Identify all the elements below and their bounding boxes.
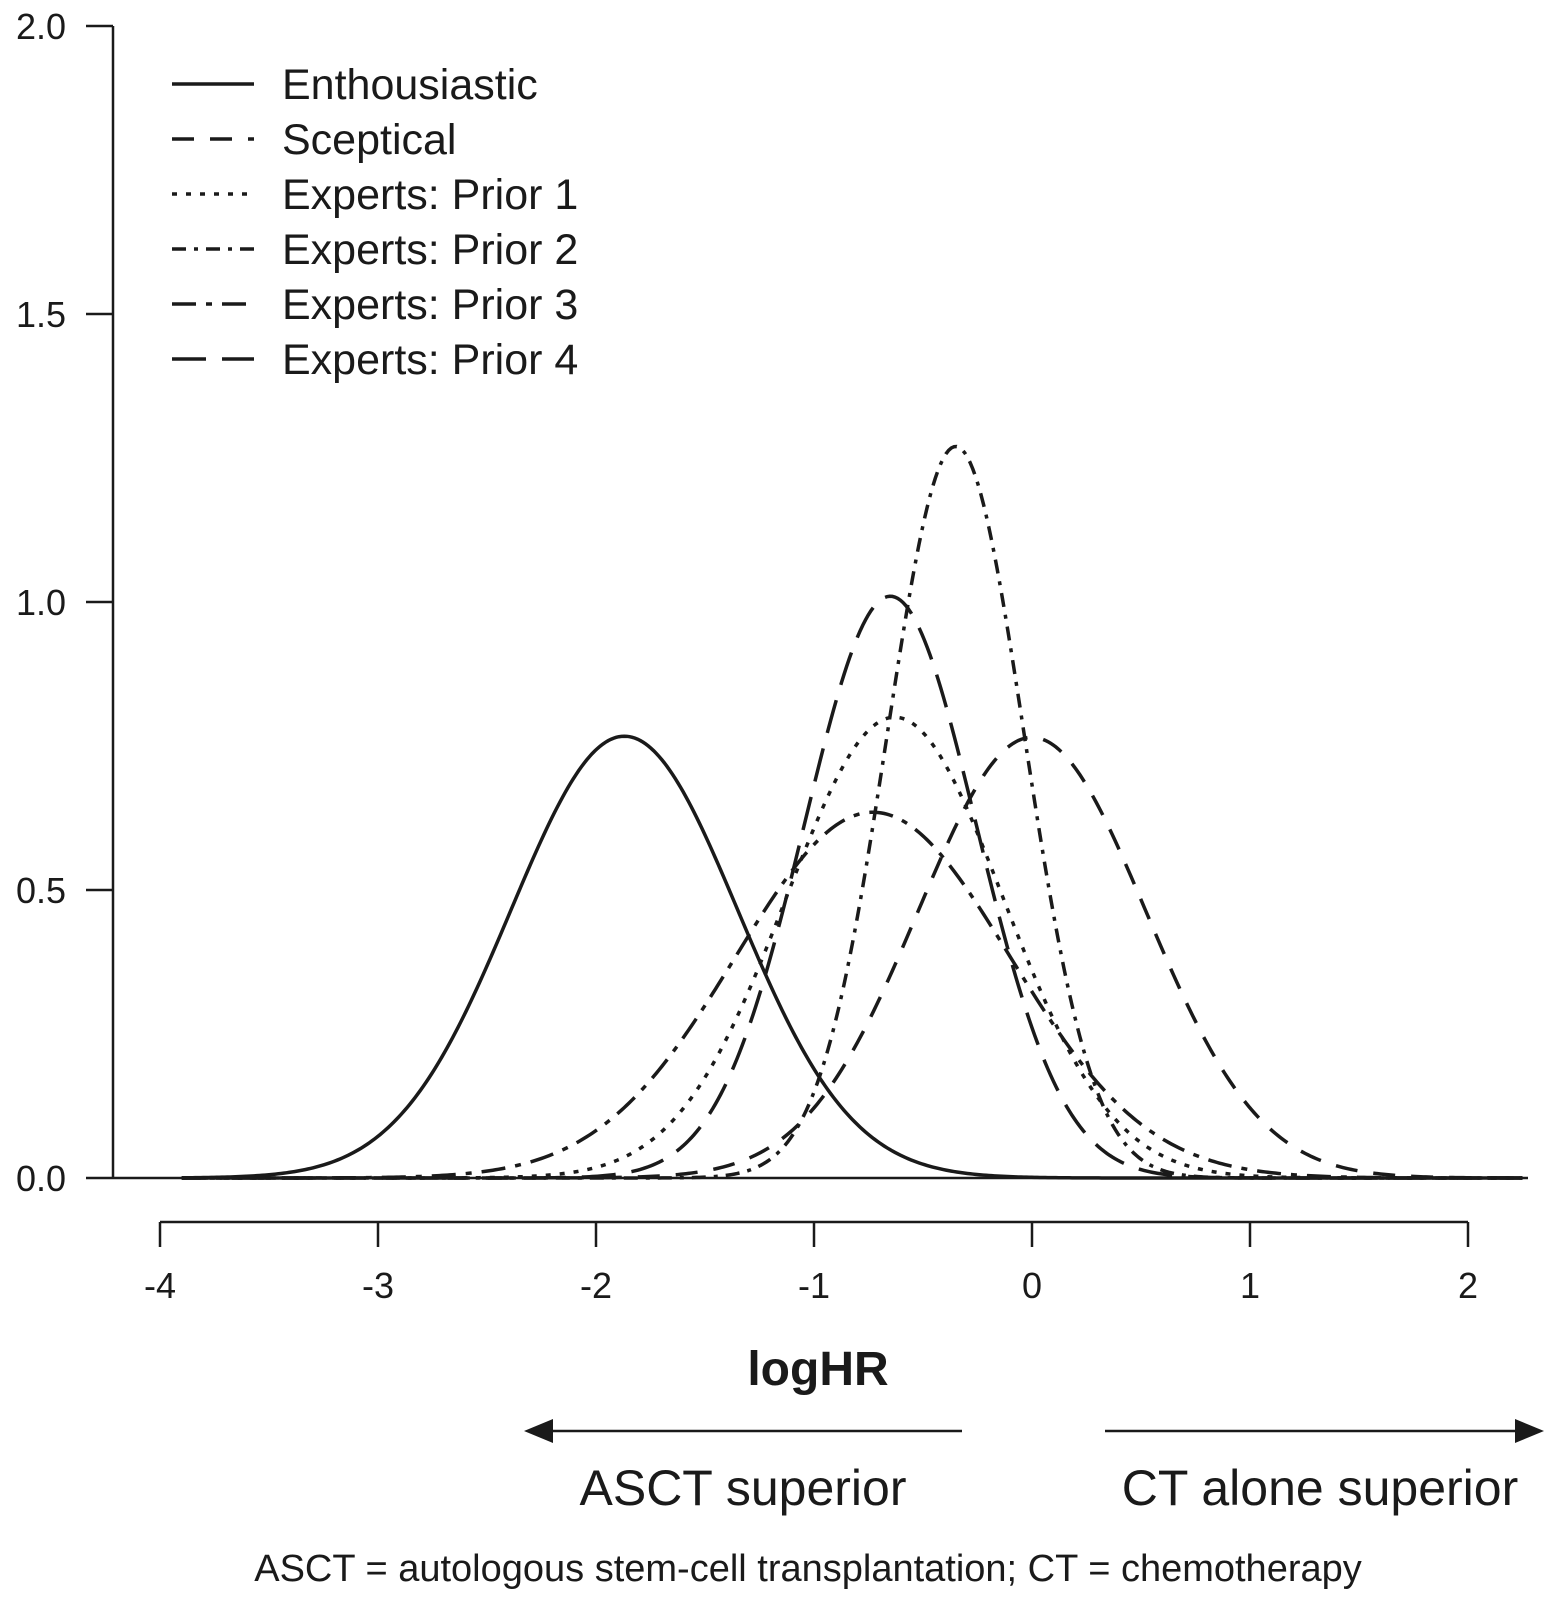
legend-label: Sceptical xyxy=(282,116,456,164)
x-tick-label: -3 xyxy=(362,1265,394,1306)
x-tick-label: 2 xyxy=(1458,1265,1478,1306)
x-tick-label: 1 xyxy=(1240,1265,1260,1306)
ct-alone-superior-label: CT alone superior xyxy=(1122,1460,1519,1516)
curve-experts-prior-2 xyxy=(181,444,1523,1180)
y-axis: 0.0 0.5 1.0 1.5 2.0 xyxy=(16,6,1528,1199)
y-tick-label: 2.0 xyxy=(16,6,66,47)
x-tick-label: -2 xyxy=(580,1265,612,1306)
x-axis-label: logHR xyxy=(747,1343,888,1396)
x-tick-label: -4 xyxy=(144,1265,176,1306)
legend: Enthousiastic Sceptical Experts: Prior 1 Ex… xyxy=(172,61,578,384)
left-arrow-head xyxy=(524,1419,553,1443)
curve-enthousiastic xyxy=(181,734,1523,1180)
y-tick-label: 1.0 xyxy=(16,582,66,623)
legend-label: Experts: Prior 2 xyxy=(282,226,578,274)
legend-label: Experts: Prior 1 xyxy=(282,171,578,219)
curve-sceptical xyxy=(181,735,1523,1180)
y-tick-label: 1.5 xyxy=(16,294,66,335)
direction-arrows xyxy=(524,1419,1544,1443)
x-tick-label: 0 xyxy=(1022,1265,1042,1306)
y-tick-label: 0.5 xyxy=(16,870,66,911)
right-arrow-head xyxy=(1515,1419,1544,1443)
asct-superior-label: ASCT superior xyxy=(580,1460,907,1516)
legend-label: Enthousiastic xyxy=(282,61,538,109)
x-tick-label: -1 xyxy=(798,1265,830,1306)
curve-experts-prior-3 xyxy=(181,810,1523,1180)
density-curves xyxy=(181,444,1523,1180)
curve-experts-prior-4 xyxy=(181,594,1523,1180)
y-tick-label: 0.0 xyxy=(16,1158,66,1199)
legend-label: Experts: Prior 4 xyxy=(282,336,578,384)
x-axis: -4 -3 -2 -1 0 1 2 xyxy=(144,1220,1478,1306)
legend-label: Experts: Prior 3 xyxy=(282,281,578,329)
footnote: ASCT = autologous stem-cell transplantat… xyxy=(254,1548,1362,1590)
